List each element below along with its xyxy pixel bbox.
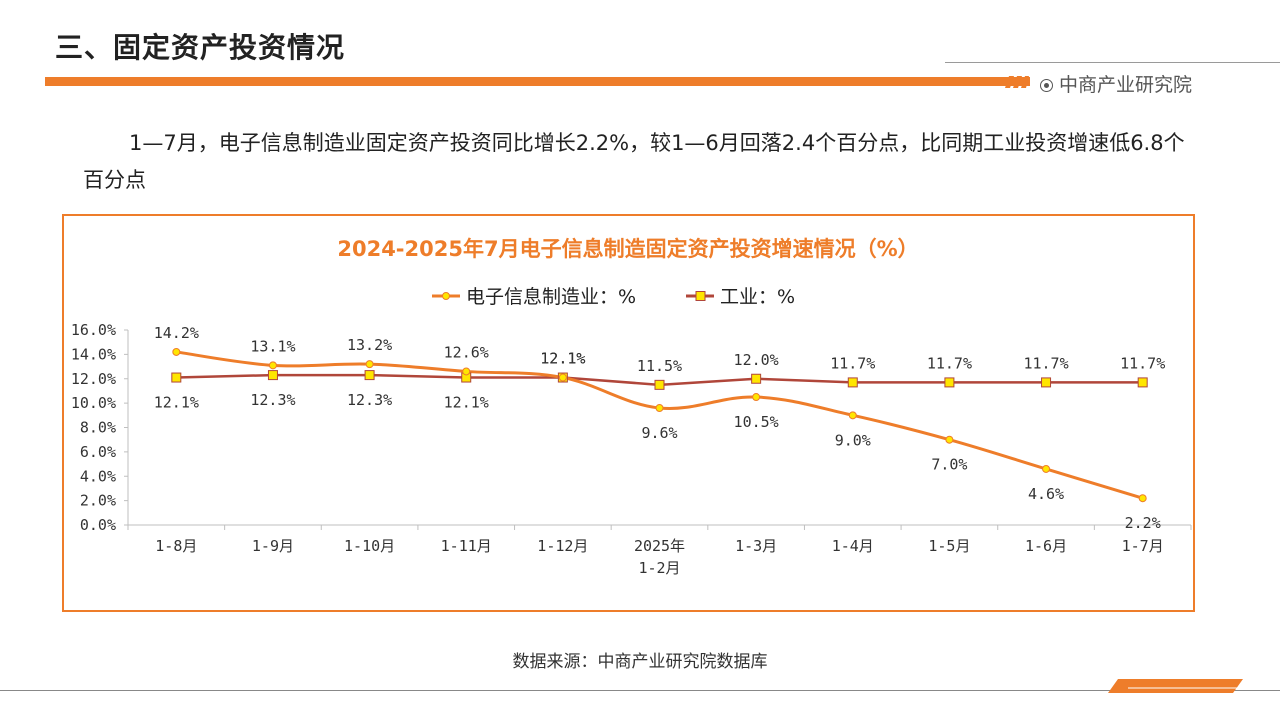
data-label: 12.1% [540, 350, 585, 368]
chart-title: 2024-2025年7月电子信息制造固定资产投资增速情况（%） [337, 237, 918, 261]
data-label: 11.7% [1023, 354, 1068, 372]
data-label: 13.2% [347, 336, 392, 354]
data-label: 11.7% [830, 354, 875, 372]
summary-text: 1—7月，电子信息制造业固定资产投资同比增长2.2%，较1—6月回落2.4个百分… [83, 131, 1185, 192]
title-accent-bar [45, 77, 1030, 86]
x-tick-label: 1-6月 [1025, 537, 1067, 555]
data-label: 9.0% [835, 431, 871, 449]
data-label: 11.5% [637, 357, 682, 375]
y-tick-label: 14.0% [71, 345, 116, 363]
data-label: 13.1% [250, 337, 295, 355]
y-tick-label: 2.0% [80, 492, 116, 510]
slash-decoration-icon [1005, 76, 1029, 88]
data-label: 11.7% [927, 354, 972, 372]
x-tick-label-line: 2025年 [634, 537, 685, 555]
legend-marker-0 [442, 292, 450, 300]
x-tick-label-line: 1-2月 [638, 559, 680, 577]
point-industry [944, 377, 955, 388]
data-label: 4.6% [1028, 485, 1064, 503]
x-tick-label: 1-9月 [252, 537, 294, 555]
x-tick-label-line: 1-10月 [344, 537, 395, 555]
x-tick-label-line: 1-5月 [928, 537, 970, 555]
data-label: 2.2% [1125, 514, 1161, 532]
y-tick-label: 8.0% [80, 419, 116, 437]
y-tick-label: 6.0% [80, 443, 116, 461]
point-industry [751, 373, 762, 384]
x-tick-label-line: 1-8月 [155, 537, 197, 555]
y-tick-label: 10.0% [71, 394, 116, 412]
x-tick-label: 1-12月 [537, 537, 588, 555]
x-tick-label: 1-5月 [928, 537, 970, 555]
target-circle-icon [1040, 79, 1053, 92]
chart-panel: 2024-2025年7月电子信息制造固定资产投资增速情况（%） 电子信息制造业：… [62, 214, 1195, 612]
data-label: 12.1% [444, 394, 489, 412]
data-label: 9.6% [641, 424, 677, 442]
x-tick-label-line: 1-12月 [537, 537, 588, 555]
data-label: 12.3% [250, 391, 295, 409]
data-source: 数据来源：中商产业研究院数据库 [512, 652, 768, 672]
legend-label-0: 电子信息制造业：% [466, 286, 636, 308]
data-label: 12.6% [444, 343, 489, 361]
point-industry [267, 370, 278, 381]
point-industry [847, 377, 858, 388]
point-electronics [752, 393, 761, 402]
line-chart: 2024-2025年7月电子信息制造固定资产投资增速情况（%） 电子信息制造业：… [71, 237, 1192, 577]
point-electronics [1042, 464, 1051, 473]
point-industry [654, 379, 665, 390]
x-tick-label-line: 1-6月 [1025, 537, 1067, 555]
y-tick-label: 16.0% [71, 321, 116, 339]
y-tick-label: 12.0% [71, 370, 116, 388]
x-tick-label-line: 1-9月 [252, 537, 294, 555]
x-tick-label-line: 1-3月 [735, 537, 777, 555]
point-industry [1041, 377, 1052, 388]
x-tick-label: 1-8月 [155, 537, 197, 555]
point-industry [364, 370, 375, 381]
y-tick-label: 0.0% [80, 516, 116, 534]
x-tick-label: 1-11月 [441, 537, 492, 555]
point-electronics [462, 367, 471, 376]
page-title: 三、固定资产投资情况 [55, 31, 346, 64]
point-electronics [945, 435, 954, 444]
point-electronics [848, 411, 857, 420]
point-electronics [655, 404, 664, 412]
brand-name: 中商产业研究院 [1059, 74, 1193, 96]
chart-series [171, 347, 1148, 503]
x-tick-label: 2025年 1-2月 [634, 537, 685, 577]
x-tick-label-line: 1-11月 [441, 537, 492, 555]
point-electronics [172, 347, 181, 356]
point-electronics [558, 373, 567, 382]
data-label: 10.5% [734, 413, 779, 431]
chart-data-labels: 14.2% 13.1% 13.2% 12.6% 12.1% 9.6% 10.5% 9.0% 7.… [154, 324, 1166, 532]
y-tick-label: 4.0% [80, 467, 116, 485]
point-electronics [268, 361, 277, 370]
x-tick-label-line: 1-7月 [1122, 537, 1164, 555]
data-label: 7.0% [931, 456, 967, 474]
legend-label-1: 工业：% [720, 286, 795, 308]
header-divider [945, 62, 1280, 63]
data-label: 12.3% [347, 391, 392, 409]
footer-stripe-decoration-icon [1108, 679, 1243, 693]
data-label: 12.1% [154, 394, 199, 412]
brand-label: 中商产业研究院 [1040, 70, 1192, 97]
point-industry [171, 372, 182, 383]
point-electronics [1138, 494, 1147, 503]
footer-divider [0, 690, 1280, 691]
point-electronics [365, 360, 374, 369]
data-label: 12.1% [540, 350, 585, 368]
chart-legend: 电子信息制造业：% 工业：% [432, 286, 795, 308]
legend-marker-1 [695, 291, 706, 301]
data-label: 12.0% [734, 351, 779, 369]
x-tick-label: 1-3月 [735, 537, 777, 555]
data-label: 14.2% [154, 324, 199, 342]
data-label: 11.7% [1120, 354, 1165, 372]
x-tick-label-line: 1-4月 [832, 537, 874, 555]
point-industry [1137, 377, 1148, 388]
x-tick-label: 1-7月 [1122, 537, 1164, 555]
chart-axes: 0.0% 2.0% 4.0% 6.0% 8.0% 10.0% 12.0% 14.0% 16.0%… [71, 321, 1192, 577]
x-tick-label: 1-4月 [832, 537, 874, 555]
x-tick-label: 1-10月 [344, 537, 395, 555]
